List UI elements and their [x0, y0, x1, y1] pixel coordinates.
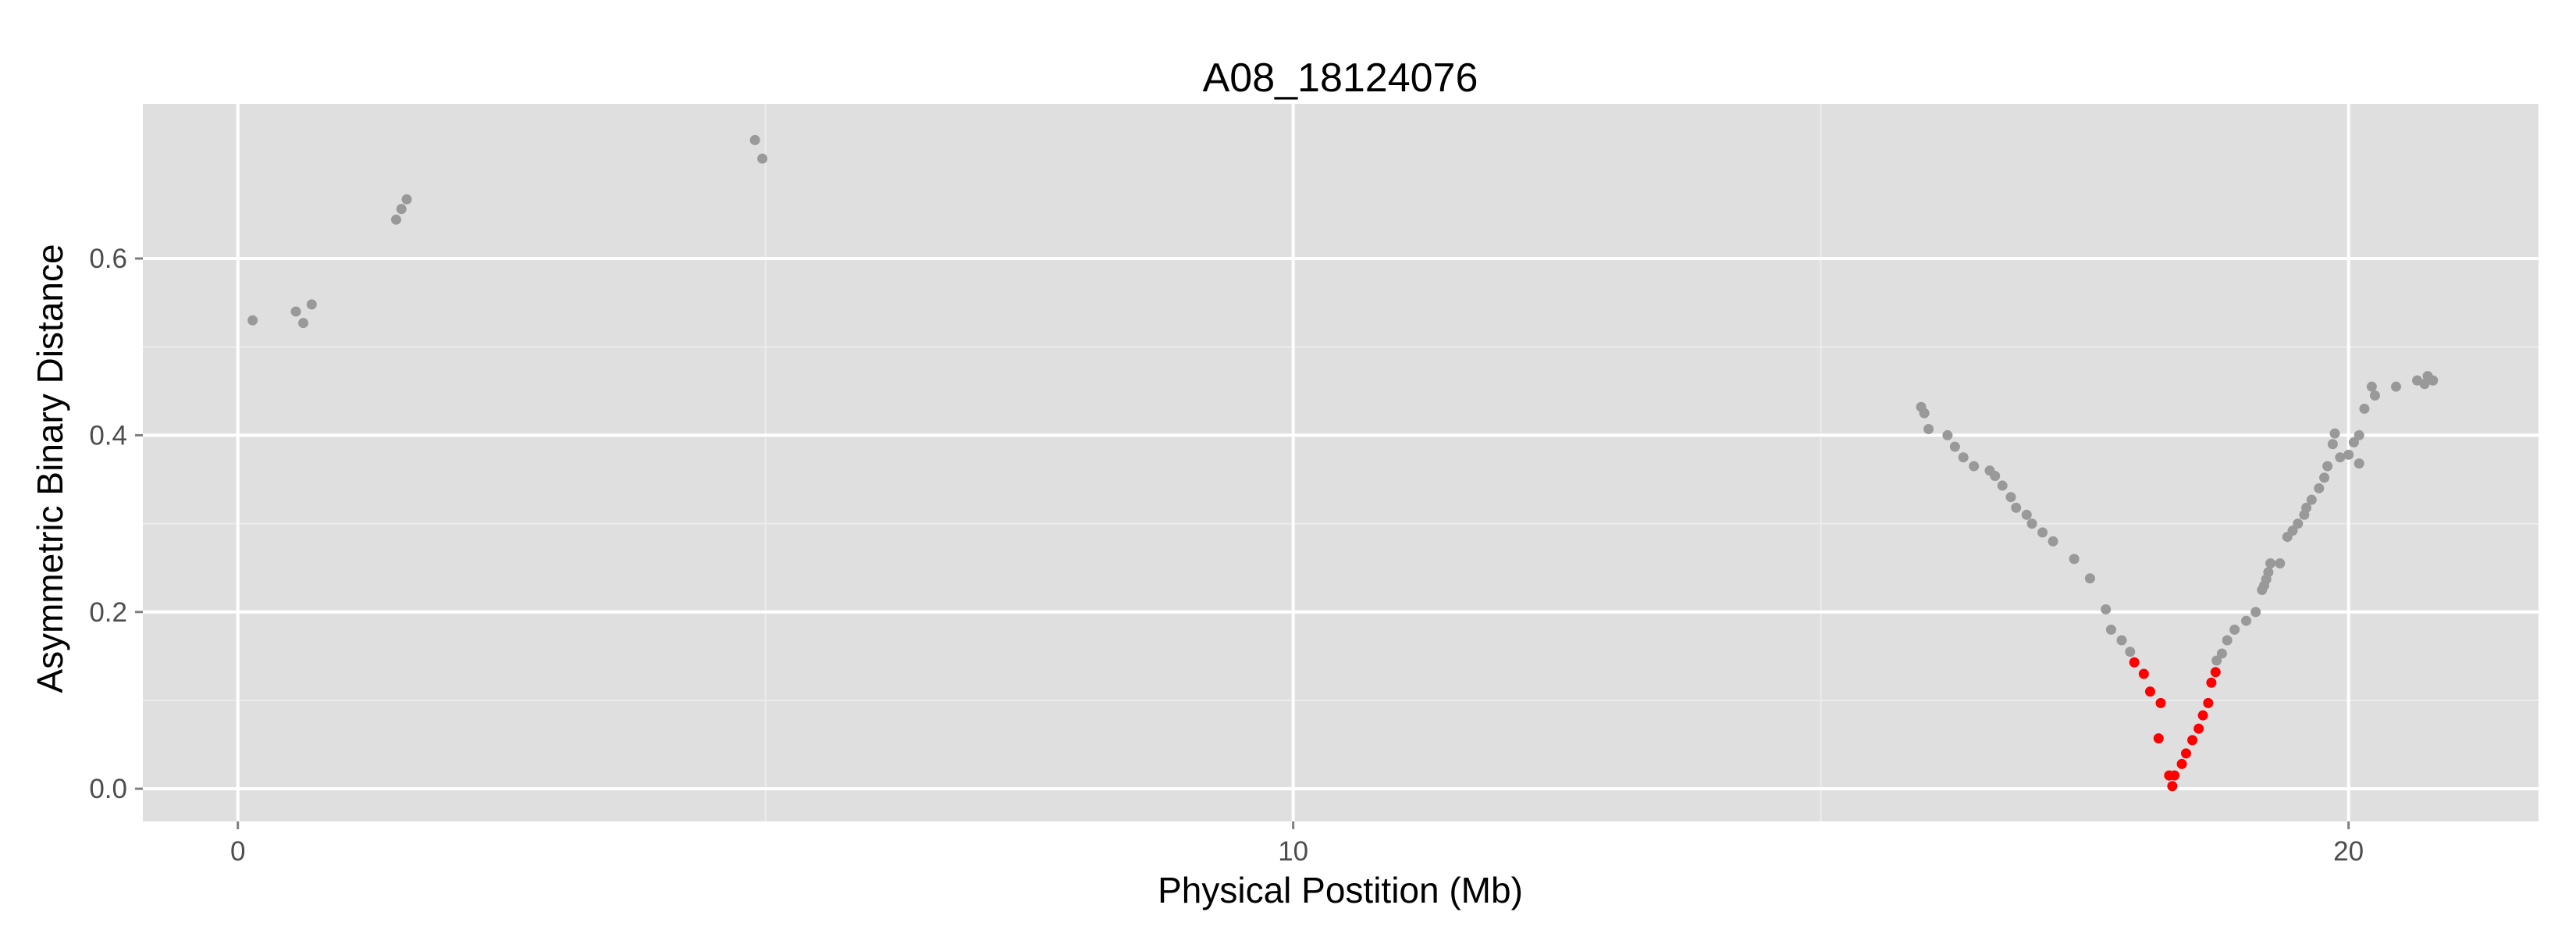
- data-point: [2069, 554, 2080, 565]
- data-point: [306, 299, 317, 310]
- x-tick-label: 0: [230, 836, 245, 867]
- data-point: [2319, 472, 2330, 483]
- panel-background: [143, 104, 2539, 821]
- data-point: [2167, 781, 2178, 792]
- data-point: [2359, 403, 2370, 414]
- data-point: [2026, 518, 2037, 529]
- data-point: [2366, 381, 2377, 392]
- data-point: [2206, 677, 2217, 688]
- data-point: [2203, 697, 2214, 708]
- data-point: [2037, 527, 2048, 538]
- y-axis-label: Asymmetric Binary Distance: [30, 244, 70, 693]
- data-point: [2265, 558, 2276, 569]
- data-point: [298, 318, 309, 329]
- data-point: [2369, 390, 2380, 401]
- data-point: [2314, 483, 2325, 493]
- data-point: [2011, 502, 2022, 513]
- y-tick-label: 0.0: [89, 774, 127, 804]
- data-point: [2241, 615, 2252, 626]
- data-point: [2301, 502, 2312, 513]
- data-point: [2222, 635, 2233, 646]
- data-point: [2129, 657, 2140, 668]
- data-point: [2390, 381, 2401, 392]
- data-point: [2229, 624, 2240, 635]
- data-point: [2169, 770, 2180, 781]
- data-point: [396, 204, 407, 215]
- data-point: [1923, 423, 1934, 434]
- data-point: [2428, 375, 2439, 386]
- data-point: [390, 214, 401, 225]
- data-point: [1949, 441, 1960, 452]
- data-point: [2335, 452, 2346, 463]
- data-point: [2101, 604, 2112, 615]
- data-point: [1997, 480, 2008, 491]
- data-point: [2048, 536, 2058, 547]
- x-axis-label: Physical Postition (Mb): [1158, 870, 1523, 910]
- data-point: [1919, 408, 1930, 419]
- data-point: [2343, 449, 2354, 460]
- chart-title: A08_18124076: [1203, 55, 1478, 101]
- data-point: [401, 194, 412, 205]
- data-point: [2287, 526, 2298, 536]
- data-point: [290, 306, 301, 317]
- y-tick-label: 0.4: [89, 420, 127, 451]
- data-point: [1969, 461, 1980, 472]
- data-point: [2176, 758, 2187, 769]
- data-point: [2329, 428, 2340, 439]
- data-point: [2354, 429, 2364, 440]
- data-point: [2180, 748, 2191, 759]
- data-point: [2306, 494, 2317, 505]
- data-point: [749, 134, 760, 145]
- data-point: [2419, 379, 2430, 390]
- data-point: [2216, 648, 2227, 659]
- data-point: [2021, 509, 2032, 520]
- data-point: [2197, 710, 2208, 721]
- data-point: [2263, 567, 2274, 578]
- data-point: [2322, 461, 2333, 472]
- y-tick-label: 0.2: [89, 597, 127, 628]
- data-point: [2194, 723, 2204, 734]
- data-point: [2348, 436, 2359, 447]
- data-point: [2187, 735, 2198, 746]
- data-point: [2153, 733, 2164, 744]
- x-tick-label: 10: [1278, 836, 1308, 867]
- data-point: [1990, 470, 2001, 481]
- data-point: [2105, 624, 2116, 635]
- data-point: [757, 153, 768, 164]
- data-point: [247, 315, 258, 326]
- x-tick-label: 20: [2333, 836, 2364, 867]
- data-point: [2211, 655, 2222, 666]
- data-point: [2250, 607, 2261, 618]
- data-point: [2138, 668, 2149, 679]
- data-points: [247, 134, 2439, 792]
- y-tick-label: 0.6: [89, 244, 127, 274]
- axis-ticks: 0 10 20 0.0 0.2 0.4 0.6: [89, 244, 2364, 867]
- data-point: [1942, 429, 1953, 440]
- data-point: [2210, 667, 2221, 678]
- data-point: [2084, 573, 2095, 584]
- data-point: [2155, 697, 2166, 708]
- data-point: [2005, 492, 2016, 503]
- data-point: [2116, 635, 2127, 646]
- data-point: [2275, 558, 2286, 569]
- data-point: [1958, 452, 1969, 463]
- plot-panel: [143, 104, 2539, 821]
- data-point: [2293, 518, 2304, 529]
- data-point: [2125, 647, 2136, 657]
- data-point: [2354, 458, 2364, 469]
- data-point: [2144, 686, 2155, 697]
- data-point: [2327, 439, 2338, 450]
